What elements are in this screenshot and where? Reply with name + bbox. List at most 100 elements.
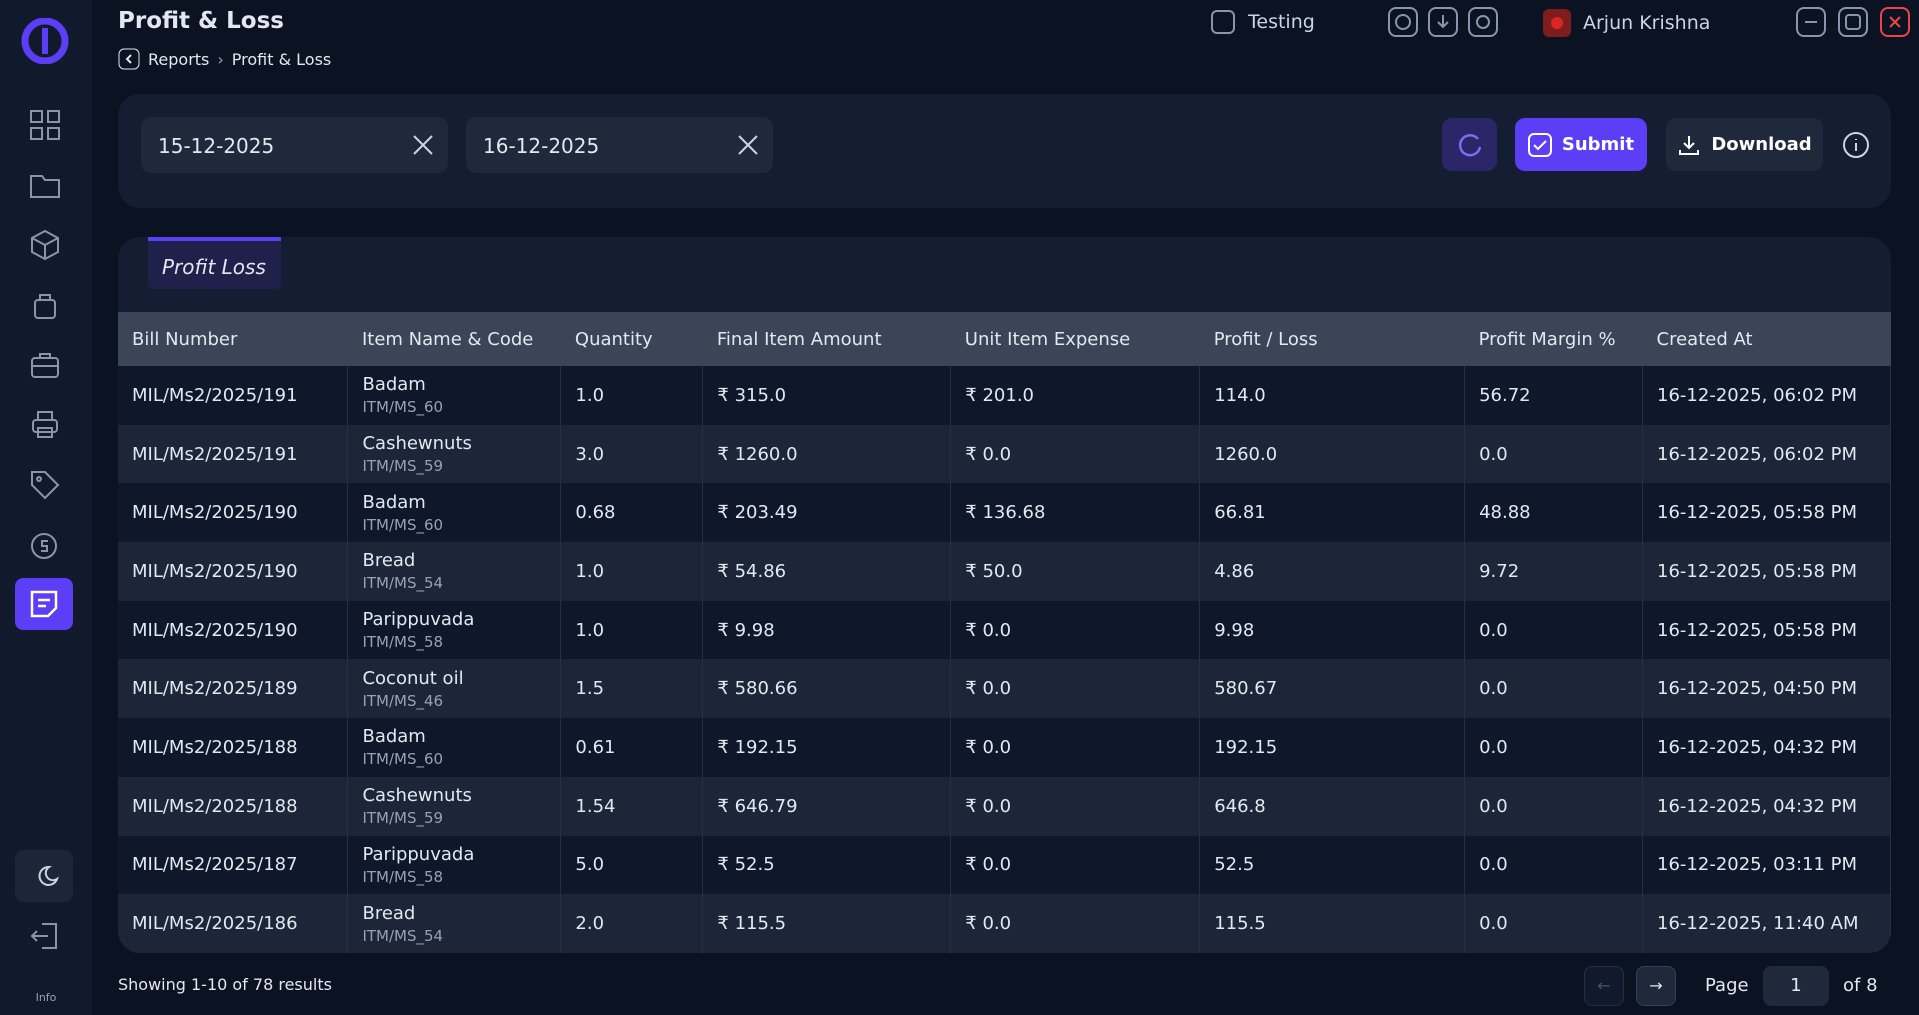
info-icon[interactable] — [1842, 131, 1870, 159]
download-button[interactable]: Download — [1666, 118, 1823, 171]
column-header: Bill Number — [118, 312, 348, 366]
table-row[interactable]: MIL/Ms2/2025/187 Parippuvada ITM/MS_58 5.0 ₹… — [118, 835, 1891, 895]
dashboard-icon[interactable] — [28, 108, 62, 142]
from-date[interactable]: 15-12-2025 — [141, 117, 448, 173]
cell: 114.0 — [1199, 366, 1466, 425]
reset-button[interactable] — [1442, 118, 1497, 171]
item-cell: Badam ITM/MS_60 — [347, 718, 562, 777]
cell: ₹ 0.0 — [950, 718, 1201, 777]
cell: 0.0 — [1464, 600, 1644, 660]
cell: ₹ 646.79 — [702, 776, 952, 836]
item-cell: Coconut oil ITM/MS_46 — [347, 659, 562, 719]
column-header: Profit Margin % — [1464, 312, 1643, 366]
item-code: ITM/MS_58 — [362, 633, 444, 652]
item-name: Badam — [362, 374, 426, 396]
item-code: ITM/MS_54 — [362, 926, 444, 945]
results-summary: Showing 1-10 of 78 results — [118, 975, 332, 994]
table-row[interactable]: MIL/Ms2/2025/191 Cashewnuts ITM/MS_59 3.0 ₹ … — [118, 424, 1891, 484]
cell: 1.54 — [560, 776, 704, 836]
cell: 16-12-2025, 04:32 PM — [1642, 718, 1891, 777]
theme-toggle[interactable] — [15, 850, 73, 902]
cell: 1.0 — [560, 542, 704, 601]
item-cell: Cashewnuts ITM/MS_59 — [347, 776, 562, 836]
cell: 1260.0 — [1199, 424, 1466, 484]
page-total: of 8 — [1843, 975, 1878, 996]
item-name: Cashewnuts — [362, 433, 472, 455]
next-page[interactable]: → — [1636, 966, 1676, 1006]
cell: 48.88 — [1464, 483, 1644, 543]
reports-active[interactable] — [15, 578, 73, 630]
bag-icon[interactable] — [28, 288, 62, 322]
tag-icon[interactable] — [28, 468, 62, 502]
item-name: Badam — [362, 726, 426, 748]
column-header: Profit / Loss — [1199, 312, 1465, 366]
cell: 3.0 — [560, 424, 704, 484]
cell: ₹ 0.0 — [950, 835, 1201, 895]
data-table: Bill Number Item Name & Code Quantity Final… — [118, 312, 1891, 953]
cell: MIL/Ms2/2025/188 — [118, 718, 349, 777]
cell: MIL/Ms2/2025/190 — [118, 483, 349, 543]
logout-icon[interactable] — [28, 919, 62, 953]
table-row[interactable]: MIL/Ms2/2025/188 Cashewnuts ITM/MS_59 1.54 ₹… — [118, 776, 1891, 836]
printer-icon[interactable] — [28, 408, 62, 442]
cell: MIL/Ms2/2025/191 — [118, 424, 349, 484]
cell: 16-12-2025, 05:58 PM — [1642, 483, 1891, 543]
breadcrumb-item: Profit & Loss — [231, 49, 332, 69]
table-row[interactable]: MIL/Ms2/2025/188 Badam ITM/MS_60 0.61 ₹ 192.… — [118, 718, 1891, 777]
cell: 0.61 — [560, 718, 704, 777]
cell: ₹ 115.5 — [702, 894, 952, 953]
cell: 0.0 — [1464, 835, 1644, 895]
column-header: Item Name & Code — [347, 312, 561, 366]
cell: 56.72 — [1464, 366, 1644, 425]
to-date[interactable]: 16-12-2025 — [466, 117, 773, 173]
briefcase-icon[interactable] — [28, 348, 62, 382]
cell: 2.0 — [560, 894, 704, 953]
folder-icon[interactable] — [28, 168, 62, 202]
table-row[interactable]: MIL/Ms2/2025/191 Badam ITM/MS_60 1.0 ₹ 315.0… — [118, 366, 1891, 425]
tab[interactable]: Profit Loss — [148, 237, 281, 289]
cell: ₹ 9.98 — [702, 600, 952, 660]
item-name: Parippuvada — [362, 609, 475, 631]
prev-page[interactable]: ← — [1584, 966, 1624, 1006]
cell: ₹ 201.0 — [950, 366, 1201, 425]
cell: 0.0 — [1464, 776, 1644, 836]
money-icon[interactable] — [28, 528, 62, 562]
item-code: ITM/MS_60 — [362, 398, 444, 417]
toolbar-icons[interactable] — [1387, 6, 1502, 38]
table-row[interactable]: MIL/Ms2/2025/189 Coconut oil ITM/MS_46 1.5 ₹… — [118, 659, 1891, 719]
table-row[interactable]: MIL/Ms2/2025/186 Bread ITM/MS_54 2.0 ₹ 115.5… — [118, 894, 1891, 953]
page-input[interactable]: 1 — [1763, 966, 1829, 1006]
cell: MIL/Ms2/2025/190 — [118, 600, 349, 660]
cell: 9.72 — [1464, 542, 1644, 601]
item-name: Parippuvada — [362, 843, 475, 865]
store-name: Testing — [1248, 11, 1315, 33]
cell: ₹ 1260.0 — [702, 424, 952, 484]
column-header: Created At — [1642, 312, 1891, 366]
cell: 0.0 — [1464, 894, 1644, 953]
column-header: Final Item Amount — [702, 312, 951, 366]
item-cell: Bread ITM/MS_54 — [347, 542, 562, 601]
cell: 16-12-2025, 03:11 PM — [1642, 835, 1891, 895]
item-cell: Parippuvada ITM/MS_58 — [347, 835, 562, 895]
cell: ₹ 0.0 — [950, 659, 1201, 719]
cell: MIL/Ms2/2025/186 — [118, 894, 349, 953]
user[interactable]: Arjun Krishna — [1543, 9, 1710, 37]
table-row[interactable]: MIL/Ms2/2025/190 Badam ITM/MS_60 0.68 ₹ 203.… — [118, 483, 1891, 543]
cell: ₹ 315.0 — [702, 366, 952, 425]
window-controls[interactable] — [1795, 6, 1915, 38]
submit-button[interactable]: Submit — [1515, 118, 1647, 171]
breadcrumb-item[interactable]: Reports — [148, 49, 210, 69]
store[interactable]: Testing — [1210, 9, 1315, 35]
cell: 115.5 — [1199, 894, 1466, 953]
table-row[interactable]: MIL/Ms2/2025/190 Bread ITM/MS_54 1.0 ₹ 54.86… — [118, 542, 1891, 601]
box-icon[interactable] — [28, 228, 62, 262]
column-header: Unit Item Expense — [950, 312, 1200, 366]
item-name: Cashewnuts — [362, 785, 472, 807]
item-code: ITM/MS_59 — [362, 809, 444, 828]
logo — [21, 18, 69, 64]
cell: ₹ 0.0 — [950, 424, 1201, 484]
cell: 0.0 — [1464, 424, 1644, 484]
cell: MIL/Ms2/2025/191 — [118, 366, 349, 425]
back-icon[interactable] — [118, 48, 140, 70]
table-row[interactable]: MIL/Ms2/2025/190 Parippuvada ITM/MS_58 1.0 ₹… — [118, 600, 1891, 660]
